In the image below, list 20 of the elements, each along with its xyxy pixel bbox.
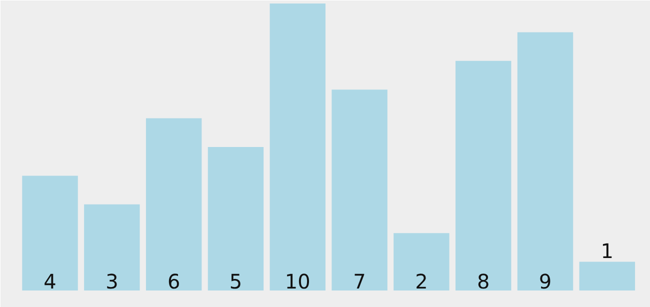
- data-label: 8: [476, 270, 490, 294]
- bar: [22, 176, 78, 290]
- data-label: 5: [229, 270, 242, 294]
- bar: [579, 262, 636, 290]
- bar: [84, 204, 140, 290]
- bar: [456, 60, 512, 290]
- bar: [517, 32, 574, 290]
- data-label: 10: [284, 270, 310, 294]
- bar: [146, 118, 202, 290]
- bar: [332, 90, 388, 290]
- bar: [394, 233, 450, 290]
- data-label: 6: [167, 270, 180, 294]
- bar: [270, 4, 326, 290]
- data-label: 3: [106, 270, 118, 294]
- data-label: 4: [44, 270, 56, 294]
- data-label: 7: [353, 270, 366, 294]
- data-label: 1: [600, 238, 614, 263]
- bar: [208, 147, 264, 290]
- data-label: 2: [415, 270, 428, 294]
- data-label: 9: [538, 270, 552, 294]
